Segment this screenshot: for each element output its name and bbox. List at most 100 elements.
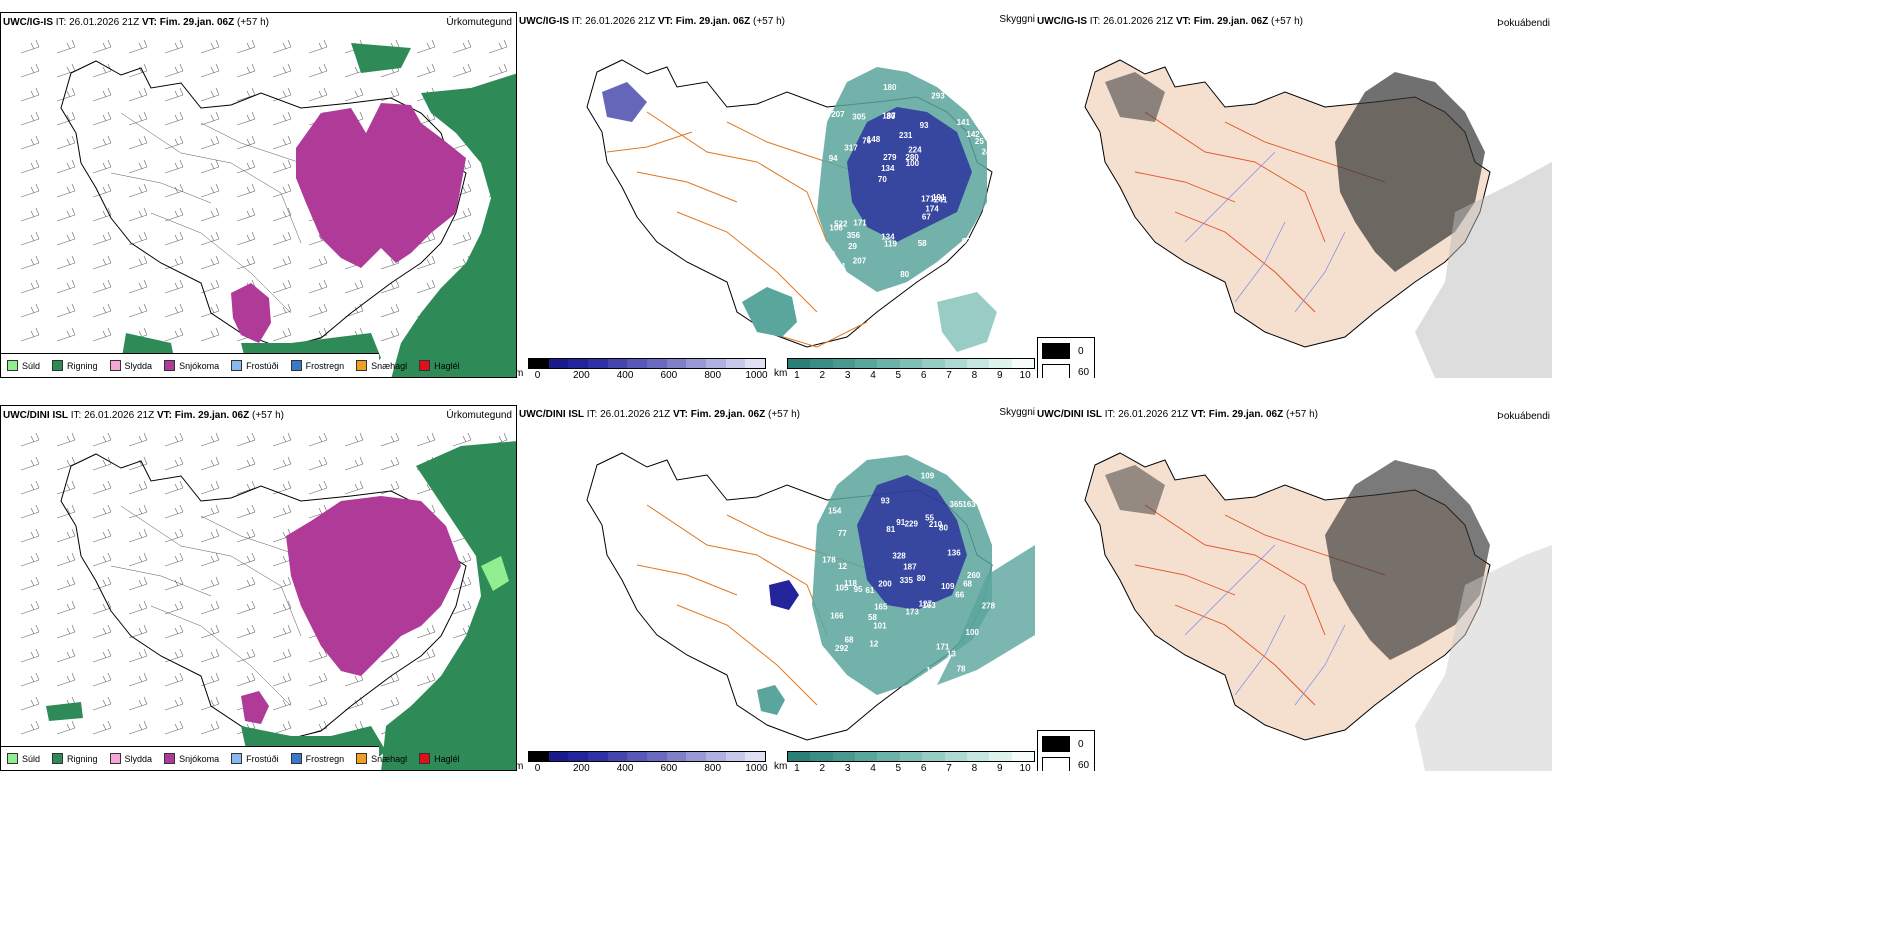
colorbar-tick: 6 [920, 763, 927, 771]
colorbar-cell [607, 752, 628, 761]
wind-barb [452, 39, 472, 54]
wind-barb [236, 87, 256, 102]
colorbar-tick: 7 [946, 370, 952, 378]
colorbar-cell [745, 359, 766, 368]
wind-barb [56, 720, 76, 735]
wind-barb [344, 87, 364, 102]
wind-barb [272, 279, 292, 294]
wind-barb [308, 480, 328, 495]
snow-area [296, 103, 466, 268]
fog-legend-swatch [1042, 757, 1070, 771]
wind-barb [200, 207, 220, 222]
wind-barb [20, 552, 40, 567]
wind-barb [128, 207, 148, 222]
colorbar-cell [922, 359, 945, 368]
visibility-value: 163 [922, 601, 936, 610]
legend-swatch [164, 360, 176, 371]
fog-legend-label: 60 [1078, 366, 1090, 378]
wind-barb [164, 231, 184, 246]
wind-barb [308, 648, 328, 663]
wind-barb [272, 648, 292, 663]
colorbar-cell [855, 752, 878, 761]
visibility-value: 180 [883, 83, 897, 92]
colorbar-tick: 6 [920, 370, 927, 378]
visibility-value: 76 [862, 137, 871, 146]
visibility-value: 231 [899, 131, 913, 140]
visibility-value: 292 [835, 644, 849, 653]
fog-shade [1325, 460, 1490, 660]
visibility-value: 80 [939, 524, 948, 533]
header-top-precip: UWC/IG-IS IT: 26.01.2026 21Z VT: Fim. 29… [3, 17, 269, 28]
wind-barb [56, 624, 76, 639]
wind-barb [272, 135, 292, 150]
wind-barb [92, 648, 112, 663]
wind-barb [452, 207, 472, 222]
wind-barb [20, 111, 40, 126]
fog-area-offshore [937, 545, 1035, 685]
wind-barb [272, 39, 292, 54]
colorbar-cell [899, 752, 923, 761]
wind-barb [380, 672, 400, 687]
legend-swatch [290, 360, 302, 371]
visibility-value: 141 [926, 666, 940, 675]
colorbar-ticks: 1 2 3 4 5 6 7 8 9 10 [787, 369, 1035, 378]
legend-item: Snæhagl [356, 360, 407, 371]
wind-barb [200, 432, 220, 447]
wind-barb [236, 576, 256, 591]
wind-barb [200, 480, 220, 495]
visibility-value: 278 [982, 602, 996, 611]
wind-barb [236, 672, 256, 687]
wind-barb [236, 456, 256, 471]
wind-barb [20, 576, 40, 591]
visibility-value: 100 [966, 628, 980, 637]
wind-barb [200, 231, 220, 246]
visibility-value: 70 [878, 175, 887, 184]
legend-item: Snjókoma [164, 753, 219, 764]
colorbar-cell [810, 359, 833, 368]
colorbar-unit: m [517, 368, 524, 378]
wind-barb [344, 432, 364, 447]
colorbar-cell [627, 359, 648, 368]
legend-item: Rigning [52, 753, 98, 764]
legend-label: Frostregn [305, 360, 345, 371]
visibility-value: 12 [869, 640, 878, 649]
wind-barb [164, 327, 184, 342]
roads [606, 111, 888, 348]
visibility-value: 171 [921, 194, 935, 203]
colorbar-tick: 600 [660, 370, 678, 378]
wind-barb [128, 303, 148, 318]
wind-barb [200, 183, 220, 198]
precip-map-top [20, 39, 516, 377]
wind-barb [380, 696, 400, 711]
wind-barb [272, 504, 292, 519]
colorbar-cell [647, 359, 667, 368]
visibility-value: 187 [903, 563, 917, 572]
colorbar-cell [832, 359, 856, 368]
legend-swatch [109, 753, 121, 764]
colorbar-cell [966, 752, 990, 761]
wind-barb [308, 87, 328, 102]
wind-barb [56, 87, 76, 102]
colorbar-cells [787, 358, 1035, 369]
wind-barb [164, 183, 184, 198]
colorbar-cell [944, 752, 967, 761]
wind-barb [128, 135, 148, 150]
fog-legend-label: 60 [1078, 759, 1090, 771]
legend-swatch [7, 753, 18, 764]
wind-barb [164, 672, 184, 687]
visibility-value: 68 [963, 580, 972, 589]
wind-barb [416, 432, 436, 447]
wind-barb [164, 159, 184, 174]
colorbar-tick: 1000 [745, 370, 768, 378]
legend-swatch [52, 360, 64, 371]
wind-barb [92, 231, 112, 246]
wind-barb [56, 207, 76, 222]
wind-barb [236, 600, 256, 615]
fog-shade-nw [1105, 72, 1165, 122]
colorbar-tick: 4 [870, 370, 876, 378]
fog-legend-bottom: 0 60 [1037, 730, 1095, 771]
legend-item: Súld [7, 360, 40, 371]
wind-barb [380, 432, 400, 447]
fog-shade-nw [1105, 465, 1165, 515]
colorbar-unit: m [517, 761, 524, 771]
